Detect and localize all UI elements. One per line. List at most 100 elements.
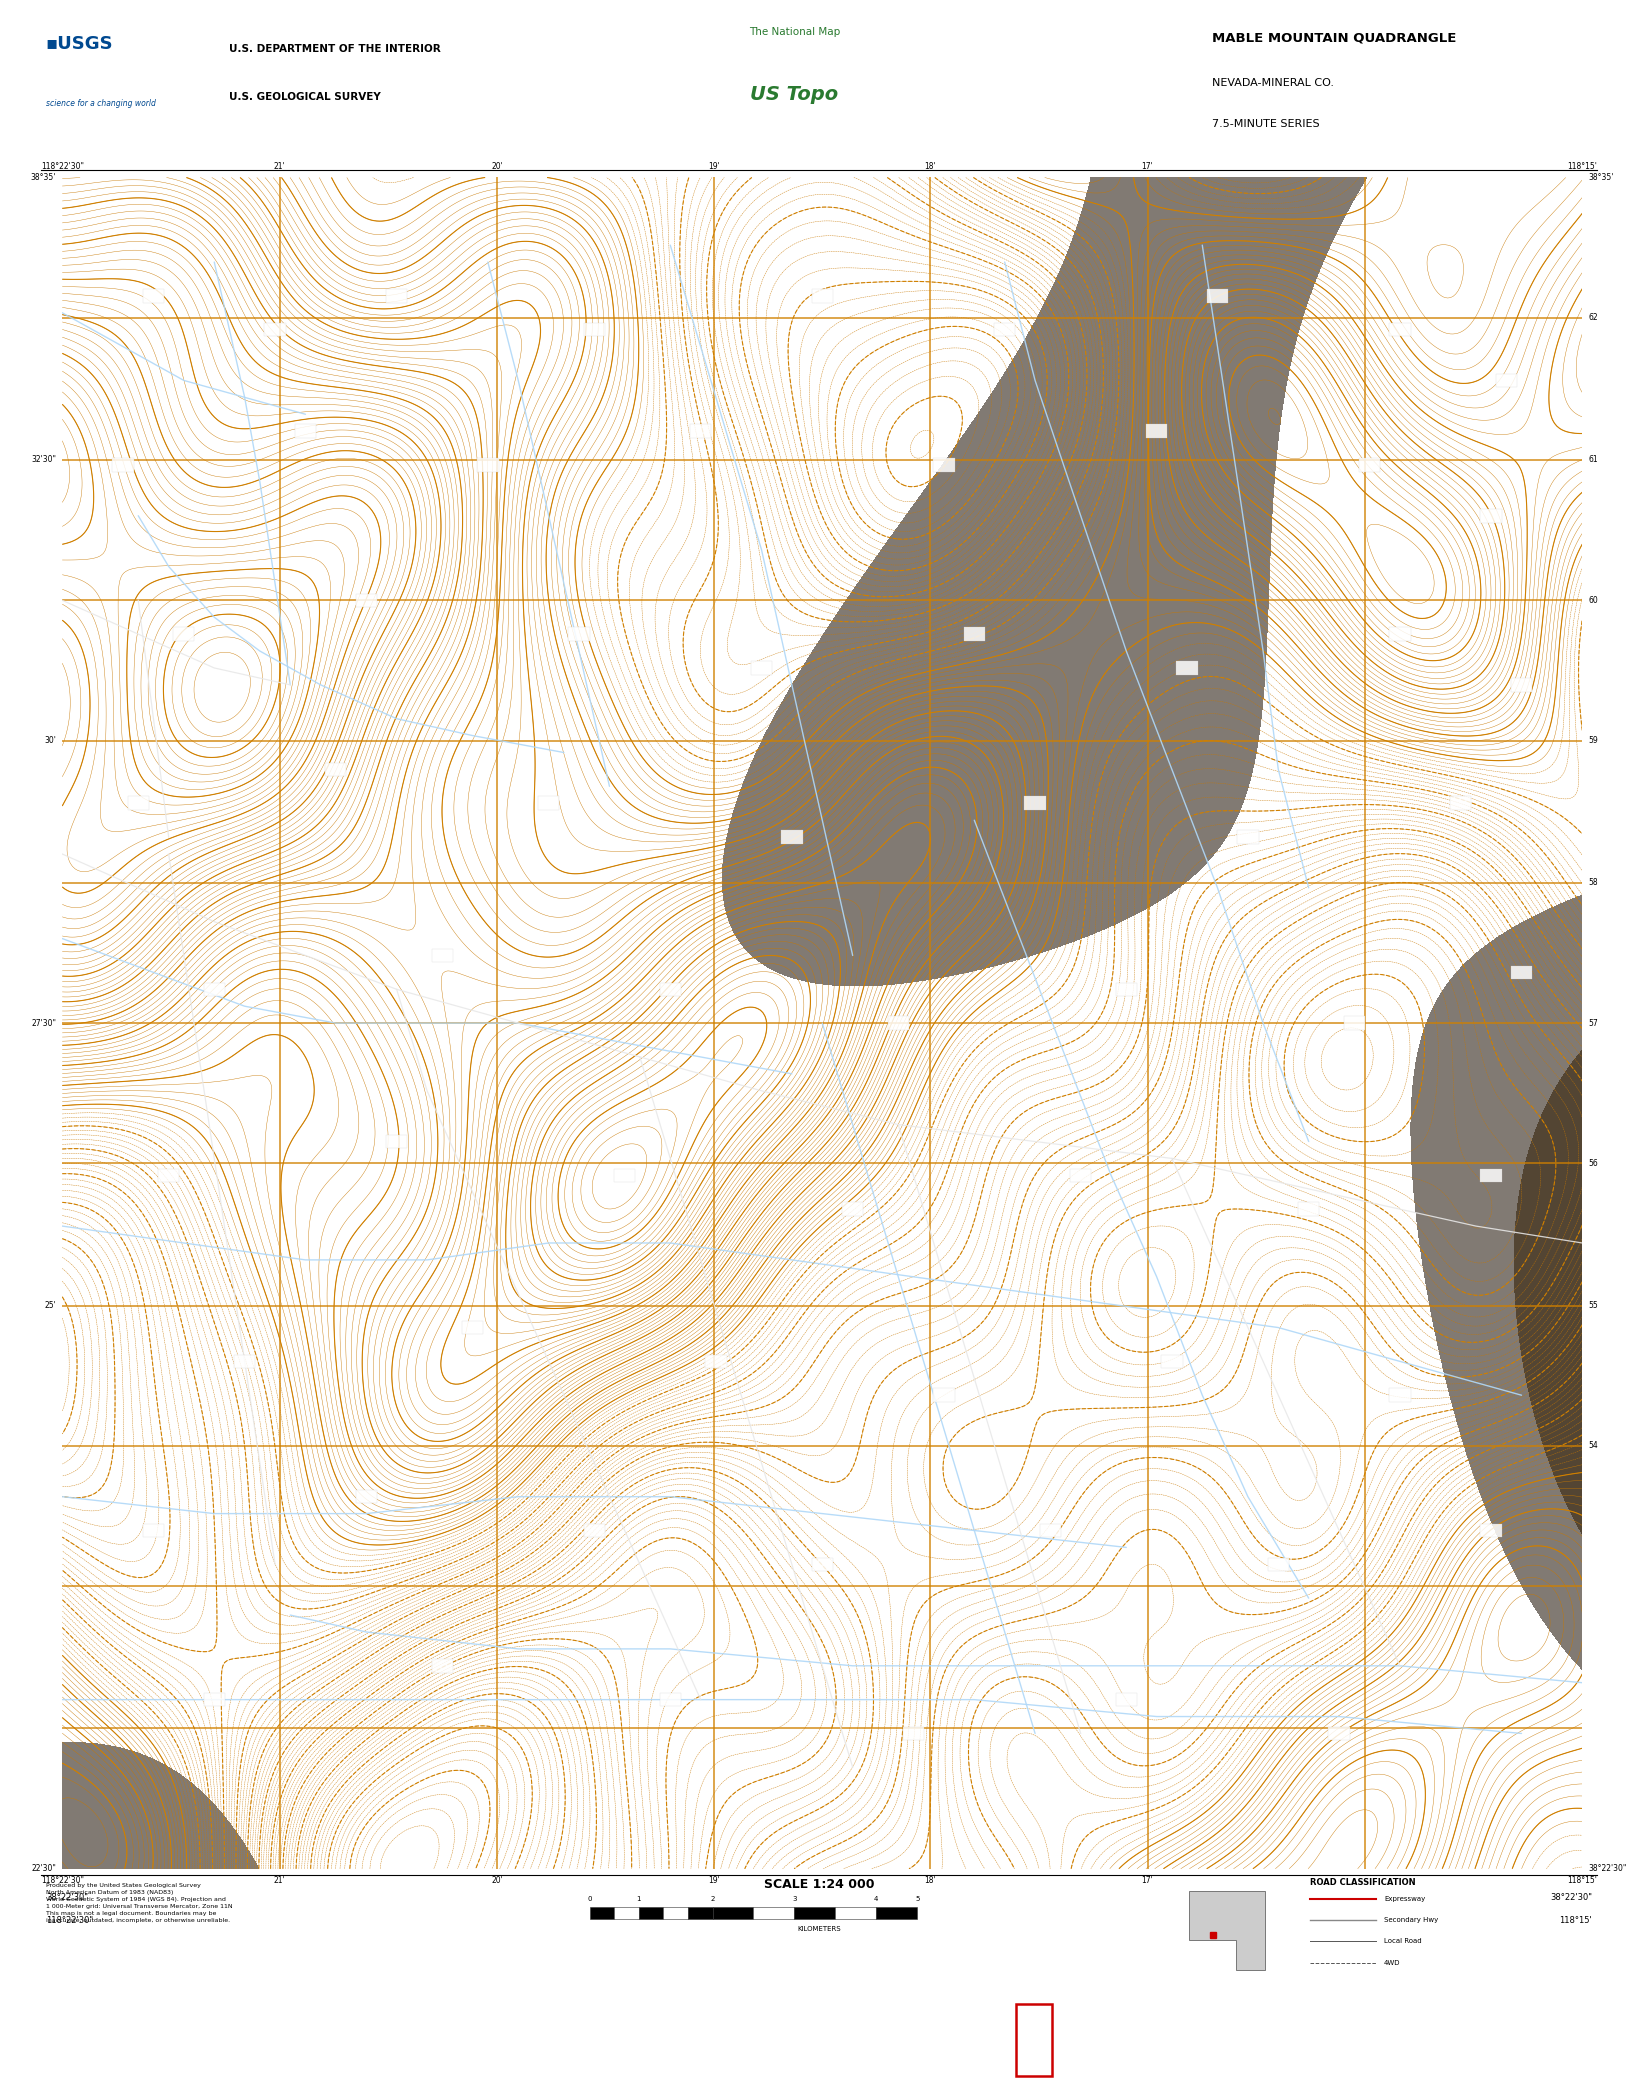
Bar — [1040, 1524, 1061, 1537]
Bar — [1389, 324, 1410, 336]
Bar — [688, 1906, 713, 1919]
Text: 27'30": 27'30" — [31, 1019, 56, 1027]
Text: 38°35': 38°35' — [1589, 173, 1613, 182]
Text: 60: 60 — [1589, 595, 1599, 606]
Bar — [614, 1169, 636, 1182]
Text: ROAD CLASSIFICATION: ROAD CLASSIFICATION — [1310, 1879, 1415, 1888]
Bar — [295, 424, 316, 438]
Text: 58: 58 — [1589, 879, 1599, 887]
Bar — [1176, 662, 1197, 674]
Bar — [387, 1134, 408, 1148]
Bar — [812, 1558, 832, 1570]
Text: 18': 18' — [924, 1875, 935, 1885]
Text: 56: 56 — [1589, 1159, 1599, 1167]
Bar — [387, 288, 408, 303]
Text: U.S. GEOLOGICAL SURVEY: U.S. GEOLOGICAL SURVEY — [229, 92, 382, 102]
Text: 0: 0 — [588, 1896, 591, 1902]
Text: The National Map: The National Map — [749, 27, 840, 38]
Text: 30': 30' — [44, 737, 56, 745]
Text: 38°22'30": 38°22'30" — [1589, 1865, 1627, 1873]
Bar — [1481, 509, 1502, 522]
Bar — [1297, 1203, 1319, 1215]
Text: Expressway: Expressway — [1384, 1896, 1425, 1902]
Text: KILOMETERS: KILOMETERS — [798, 1925, 840, 1931]
Text: 118°15': 118°15' — [1559, 1917, 1592, 1925]
Text: 57: 57 — [1589, 1019, 1599, 1027]
Bar — [835, 1906, 876, 1919]
Text: 4: 4 — [875, 1896, 878, 1902]
Text: 25': 25' — [44, 1301, 56, 1309]
Bar — [128, 796, 149, 810]
Bar — [264, 324, 285, 336]
Bar — [639, 1906, 663, 1919]
Text: 1: 1 — [637, 1896, 640, 1902]
Bar — [1024, 796, 1045, 810]
Bar — [477, 457, 498, 472]
Bar — [794, 1906, 835, 1919]
Bar — [203, 1693, 224, 1706]
Bar — [963, 626, 984, 641]
Bar — [583, 1524, 604, 1537]
Bar — [432, 948, 452, 963]
Bar — [903, 1727, 924, 1739]
Bar — [781, 831, 803, 844]
Bar — [713, 1906, 753, 1919]
Text: 118°15': 118°15' — [1568, 1875, 1597, 1885]
Text: Secondary Hwy: Secondary Hwy — [1384, 1917, 1438, 1923]
Text: Local Road: Local Road — [1384, 1938, 1422, 1944]
Bar — [1389, 1389, 1410, 1401]
Text: science for a changing world: science for a changing world — [46, 100, 156, 109]
Bar — [234, 1355, 256, 1368]
Text: 59: 59 — [1589, 737, 1599, 745]
Text: 4WD: 4WD — [1384, 1961, 1400, 1965]
Bar — [1481, 1524, 1502, 1537]
Text: 17': 17' — [1142, 1875, 1153, 1885]
Text: 118°22'30": 118°22'30" — [41, 1875, 84, 1885]
Bar — [660, 983, 681, 996]
Bar — [462, 1322, 483, 1334]
Bar — [1495, 374, 1517, 386]
Text: Produced by the United States Geological Survey
North American Datum of 1983 (NA: Produced by the United States Geological… — [46, 1883, 233, 1923]
Bar — [326, 762, 347, 777]
Bar — [1389, 626, 1410, 641]
Bar — [1481, 1169, 1502, 1182]
Text: 22'30": 22'30" — [31, 1865, 56, 1873]
Bar — [663, 1906, 688, 1919]
Bar — [537, 796, 559, 810]
Bar — [203, 983, 224, 996]
Text: 7.5-MINUTE SERIES: 7.5-MINUTE SERIES — [1212, 119, 1320, 129]
Text: 32'30": 32'30" — [31, 455, 56, 464]
Bar — [355, 593, 377, 608]
Text: 118°15': 118°15' — [1568, 161, 1597, 171]
Text: 20': 20' — [491, 161, 503, 171]
Bar — [690, 424, 711, 438]
Bar — [842, 1203, 863, 1215]
Text: 5: 5 — [916, 1896, 919, 1902]
Text: 2: 2 — [711, 1896, 714, 1902]
Text: SCALE 1:24 000: SCALE 1:24 000 — [763, 1879, 875, 1892]
Bar — [1510, 965, 1532, 979]
Text: U.S. DEPARTMENT OF THE INTERIOR: U.S. DEPARTMENT OF THE INTERIOR — [229, 44, 441, 54]
Text: 21': 21' — [274, 161, 285, 171]
Text: 38°35': 38°35' — [31, 173, 56, 182]
Text: 3: 3 — [793, 1896, 796, 1902]
Bar — [1237, 831, 1258, 844]
Bar — [934, 1389, 955, 1401]
Bar — [143, 288, 164, 303]
Bar — [1343, 1017, 1364, 1029]
Text: 54: 54 — [1589, 1441, 1599, 1451]
Text: 19': 19' — [709, 1875, 721, 1885]
Bar — [1510, 679, 1532, 691]
Text: 55: 55 — [1589, 1301, 1599, 1309]
Text: 17': 17' — [1142, 161, 1153, 171]
Text: 61: 61 — [1589, 455, 1599, 464]
Bar — [1070, 1169, 1091, 1182]
Bar — [355, 1491, 377, 1503]
Text: NEVADA-MINERAL CO.: NEVADA-MINERAL CO. — [1212, 77, 1333, 88]
Bar — [876, 1906, 917, 1919]
Text: ▪USGS: ▪USGS — [46, 35, 113, 54]
Text: 19': 19' — [709, 161, 721, 171]
Text: 62: 62 — [1589, 313, 1599, 322]
Text: 18': 18' — [924, 161, 935, 171]
Bar — [1147, 424, 1168, 438]
